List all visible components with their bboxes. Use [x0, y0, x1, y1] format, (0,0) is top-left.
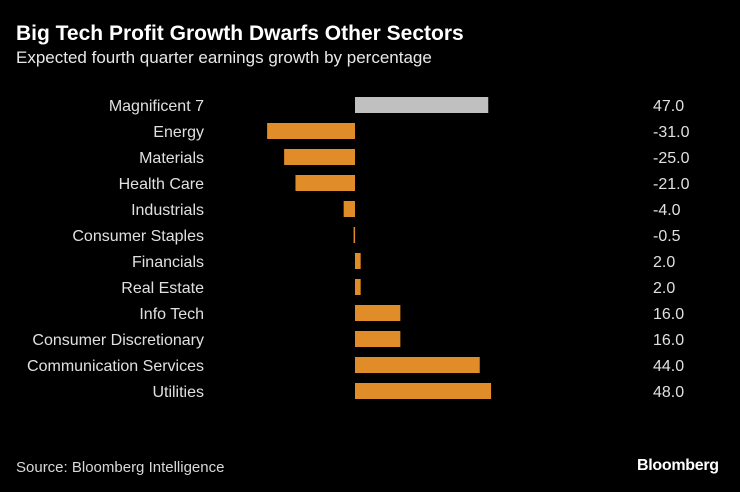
bar: [355, 97, 489, 113]
bar: [355, 305, 401, 321]
value-label: -4.0: [653, 202, 681, 219]
category-label: Real Estate: [121, 280, 204, 297]
category-label: Utilities: [152, 384, 204, 401]
category-label: Energy: [153, 124, 204, 141]
value-label: 2.0: [653, 280, 675, 297]
value-label: -31.0: [653, 124, 690, 141]
category-label: Materials: [139, 150, 204, 167]
category-label: Info Tech: [139, 306, 204, 323]
bar: [355, 279, 361, 295]
value-label: -25.0: [653, 150, 690, 167]
chart-title: Big Tech Profit Growth Dwarfs Other Sect…: [16, 22, 464, 45]
category-label: Industrials: [131, 202, 204, 219]
bloomberg-logo: Bloomberg: [637, 457, 719, 474]
bar: [353, 227, 356, 243]
value-label: 44.0: [653, 358, 684, 375]
value-label: 48.0: [653, 384, 684, 401]
bar: [355, 357, 480, 373]
bar: [355, 383, 492, 399]
value-label: 47.0: [653, 98, 684, 115]
bar: [267, 123, 355, 139]
bar: [284, 149, 355, 165]
value-label: 16.0: [653, 332, 684, 349]
bar: [355, 331, 401, 347]
value-label: 16.0: [653, 306, 684, 323]
source-note: Source: Bloomberg Intelligence: [16, 459, 225, 476]
category-label: Consumer Staples: [72, 228, 204, 245]
category-label: Communication Services: [27, 358, 204, 375]
category-label: Financials: [132, 254, 204, 271]
bar: [343, 201, 355, 217]
category-label: Health Care: [119, 176, 204, 193]
category-label: Magnificent 7: [109, 98, 204, 115]
value-label: -21.0: [653, 176, 690, 193]
bar: [355, 253, 361, 269]
chart-subtitle: Expected fourth quarter earnings growth …: [16, 48, 432, 67]
value-label: -0.5: [653, 228, 681, 245]
value-label: 2.0: [653, 254, 675, 271]
bar: [295, 175, 355, 191]
category-label: Consumer Discretionary: [32, 332, 204, 349]
